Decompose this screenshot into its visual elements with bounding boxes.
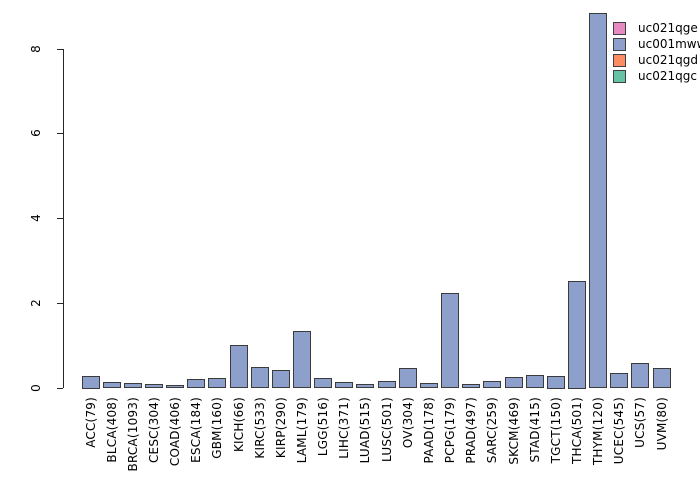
x-tick-label: KIRC(533) (252, 397, 267, 459)
legend-swatch-icon (613, 38, 626, 51)
x-tick-label: UCEC(545) (612, 397, 627, 465)
bar-kich (229, 345, 248, 389)
legend: uc021qge uc001mww uc021qgd uc021qgc (613, 22, 700, 86)
x-tick-label: LGG(516) (316, 397, 331, 457)
legend-item: uc021qgd (613, 54, 700, 67)
x-tick-label: UVM(80) (654, 397, 669, 451)
bar-uvm (652, 367, 671, 389)
x-tick-label: LAML(179) (295, 397, 309, 464)
bar-lusc (377, 380, 396, 389)
x-tick-label: LUSC(501) (379, 397, 394, 462)
legend-label: uc021qge (638, 21, 698, 35)
y-tick-mark (57, 48, 63, 50)
legend-swatch-icon (613, 54, 626, 67)
legend-item: uc021qge (613, 22, 700, 35)
bar-sarc (483, 380, 502, 389)
bar-skcm (504, 377, 523, 389)
legend-label: uc001mww (638, 37, 700, 51)
y-tick-mark (57, 387, 63, 389)
bar-cesc (144, 384, 163, 389)
bar-luad (356, 383, 375, 389)
y-tick-mark (57, 133, 63, 135)
y-axis-line (63, 48, 64, 388)
bar-blca (102, 381, 121, 389)
x-tick-label: KICH(66) (231, 397, 246, 453)
y-tick-label: 4 (29, 214, 43, 222)
y-tick-mark (57, 302, 63, 304)
x-tick-label: PCPG(179) (443, 397, 458, 464)
bar-tgct (546, 375, 565, 389)
x-tick-label: ESCA(184) (189, 397, 204, 463)
bar-esca (187, 378, 206, 389)
x-tick-label: CESC(304) (146, 397, 161, 464)
bar-ucs (631, 363, 650, 389)
x-tick-label: BRCA(1093) (125, 397, 140, 472)
bar-thym (589, 12, 608, 389)
y-tick-label: 0 (29, 383, 43, 392)
bar-laml (293, 330, 311, 389)
bar-lgg (314, 377, 333, 389)
bar-gbm (208, 377, 227, 389)
bar-acc (81, 375, 100, 389)
y-tick-mark (57, 218, 63, 219)
bar-ucec (610, 372, 629, 389)
x-tick-label: THYM(120) (591, 397, 606, 466)
x-tick-label: KIRP(290) (273, 397, 288, 459)
bar-thca (567, 280, 586, 389)
x-tick-label: OV(304) (400, 397, 415, 449)
legend-swatch-icon (613, 70, 626, 83)
bar-pcpg (441, 293, 460, 389)
y-tick-label: 8 (29, 44, 43, 53)
x-tick-label: PAAD(178) (421, 397, 436, 464)
bar-lihc (335, 381, 354, 389)
bar-paad (419, 382, 438, 389)
bar-kirp (271, 369, 290, 389)
x-tick-label: LUAD(515) (358, 397, 373, 464)
legend-label: uc021qgc (638, 69, 697, 83)
bar-coad (166, 384, 185, 389)
bar-brca (123, 382, 142, 389)
x-tick-label: SKCM(469) (506, 397, 521, 465)
x-tick-label: BLCA(408) (104, 397, 119, 463)
x-tick-label: STAD(415) (527, 397, 542, 463)
legend-label: uc021qgd (638, 53, 698, 67)
legend-item: uc021qgc (613, 70, 700, 83)
legend-swatch-icon (613, 22, 626, 35)
x-tick-label: PRAD(497) (464, 397, 479, 464)
x-tick-label: COAD(406) (168, 397, 183, 467)
bar-stad (525, 374, 544, 389)
x-tick-label: UCS(57) (633, 397, 648, 448)
x-tick-label: TGCT(150) (548, 397, 563, 464)
legend-item: uc001mww (613, 38, 700, 51)
x-tick-label: GBM(160) (210, 397, 225, 459)
bar-kirc (250, 367, 269, 389)
x-tick-label: ACC(79) (83, 397, 98, 448)
x-tick-label: SARC(259) (485, 397, 500, 464)
bar-ov (398, 367, 417, 389)
x-tick-label: LIHC(371) (337, 397, 352, 459)
bar-prad (462, 383, 481, 389)
y-tick-label: 2 (29, 298, 43, 307)
x-tick-label: THCA(501) (569, 397, 584, 465)
y-tick-label: 6 (29, 129, 43, 138)
